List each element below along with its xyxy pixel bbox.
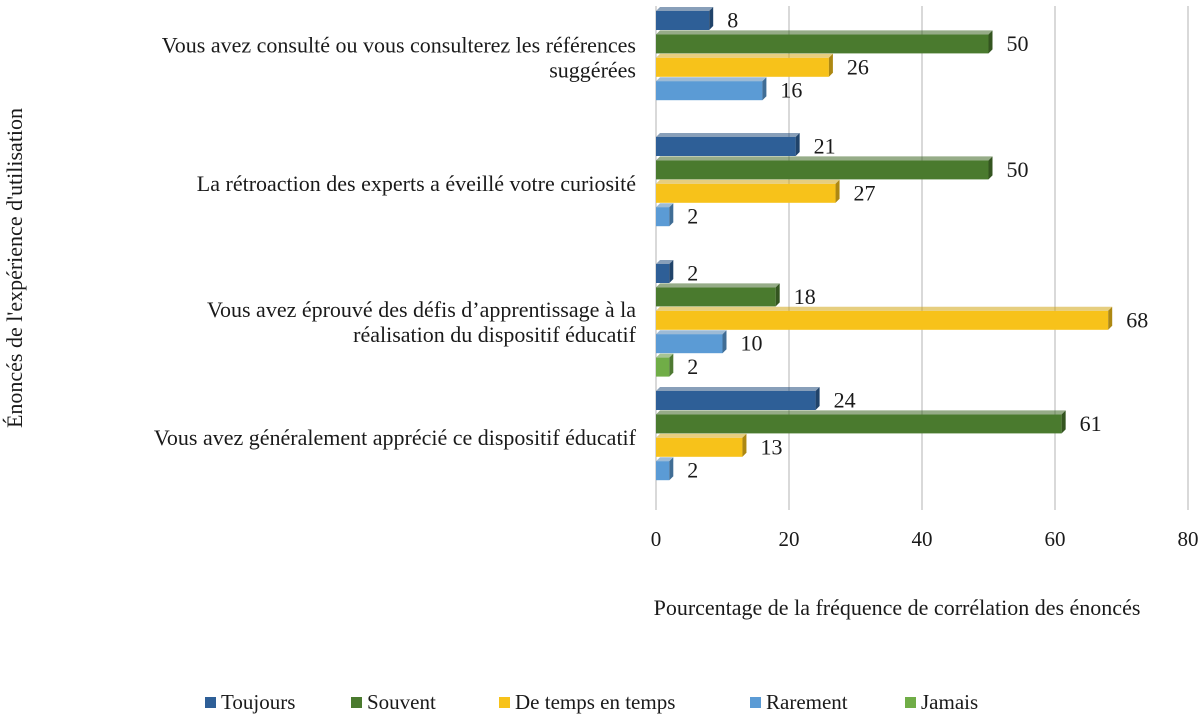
- bar-side-face: [775, 283, 780, 307]
- bar-jamais: [656, 357, 670, 377]
- bar-souvent: [656, 34, 989, 54]
- bar-top-face: [656, 7, 714, 11]
- bar-top-face: [656, 53, 833, 58]
- bar-side-face: [1061, 410, 1066, 434]
- bar-de-temps-en-temps: [656, 183, 836, 203]
- category-label: Vous avez consulté ou vous consulterez l…: [162, 32, 636, 57]
- bar-de-temps-en-temps: [656, 310, 1109, 330]
- bar-top-face: [656, 133, 800, 137]
- bar-side-face: [828, 53, 833, 77]
- x-tick-label: 20: [779, 527, 800, 551]
- bar-top-face: [656, 179, 840, 184]
- bar-rarement: [656, 81, 763, 101]
- category-label: réalisation du dispositif éducatif: [353, 322, 637, 347]
- data-label: 2: [687, 204, 698, 229]
- bars-group: 8 50 26 16 21 50 27 2 2 18 68 10 2 24 61 13 2: [656, 7, 1148, 483]
- x-tick-label: 80: [1178, 527, 1199, 551]
- bar-side-face: [709, 7, 714, 30]
- x-axis-title: Pourcentage de la fréquence de corrélati…: [654, 595, 1141, 620]
- x-tick-labels: 0 20 40 60 80: [651, 527, 1199, 551]
- bar-top-face: [656, 203, 674, 208]
- bar-top-face: [656, 457, 674, 462]
- bar-top-face: [656, 330, 727, 335]
- legend: Toujours Souvent De temps en temps Rarement…: [205, 690, 978, 714]
- bar-side-face: [762, 77, 767, 101]
- legend-entry: Rarement: [766, 690, 848, 714]
- data-label: 2: [687, 261, 698, 286]
- data-label: 50: [1007, 31, 1029, 56]
- data-label: 27: [854, 180, 876, 205]
- legend-entry: Jamais: [921, 690, 978, 714]
- bar-de-temps-en-temps: [656, 57, 829, 77]
- data-label: 68: [1126, 307, 1148, 332]
- bar-top-face: [656, 433, 747, 438]
- bar-side-face: [988, 156, 993, 180]
- bar-toujours: [656, 11, 710, 30]
- bar-rarement: [656, 334, 723, 354]
- legend-entry: Souvent: [367, 690, 436, 714]
- category-label: Vous avez généralement apprécié ce dispo…: [154, 425, 637, 450]
- bar-top-face: [656, 410, 1066, 415]
- bar-toujours: [656, 391, 816, 410]
- x-tick-label: 0: [651, 527, 662, 551]
- bar-side-face: [835, 179, 840, 203]
- bar-side-face: [722, 330, 727, 354]
- bar-side-face: [1108, 306, 1113, 330]
- category-labels: Vous avez consulté ou vous consulterez l…: [154, 32, 637, 450]
- legend-swatch: [205, 697, 216, 708]
- bar-top-face: [656, 77, 767, 82]
- bar-top-face: [656, 260, 674, 264]
- bar-top-face: [656, 156, 993, 161]
- bar-top-face: [656, 387, 820, 391]
- bar-side-face: [669, 203, 674, 227]
- bar-top-face: [656, 30, 993, 35]
- x-tick-label: 60: [1045, 527, 1066, 551]
- x-tick-label: 40: [912, 527, 933, 551]
- bar-souvent: [656, 287, 776, 307]
- category-label: La rétroaction des experts a éveillé vot…: [197, 171, 636, 196]
- bar-rarement: [656, 207, 670, 227]
- bar-toujours: [656, 137, 796, 156]
- data-label: 26: [847, 54, 869, 79]
- data-label: 50: [1007, 157, 1029, 182]
- data-label: 16: [780, 78, 802, 103]
- data-label: 24: [834, 388, 856, 413]
- bar-side-face: [988, 30, 993, 54]
- bar-side-face: [742, 433, 747, 457]
- legend-entry: De temps en temps: [515, 690, 675, 714]
- legend-swatch: [499, 697, 510, 708]
- bar-top-face: [656, 283, 780, 288]
- bar-side-face: [669, 457, 674, 481]
- category-label: suggérées: [549, 57, 636, 82]
- data-label: 10: [741, 331, 763, 356]
- data-label: 13: [760, 434, 782, 459]
- bar-top-face: [656, 353, 674, 358]
- legend-entry: Toujours: [221, 690, 295, 714]
- bar-toujours: [656, 264, 670, 283]
- legend-swatch: [750, 697, 761, 708]
- bar-de-temps-en-temps: [656, 437, 743, 457]
- bar-side-face: [815, 387, 820, 410]
- legend-swatch: [905, 697, 916, 708]
- data-label: 8: [727, 8, 738, 33]
- bar-side-face: [795, 133, 800, 156]
- data-label: 2: [687, 354, 698, 379]
- bar-top-face: [656, 306, 1113, 311]
- bar-souvent: [656, 160, 989, 180]
- legend-swatch: [351, 697, 362, 708]
- bar-side-face: [669, 353, 674, 377]
- bar-souvent: [656, 414, 1062, 434]
- data-label: 18: [794, 284, 816, 309]
- bar-side-face: [669, 260, 674, 283]
- data-label: 2: [687, 458, 698, 483]
- bar-rarement: [656, 461, 670, 481]
- data-label: 21: [814, 134, 836, 159]
- y-axis-title: Énoncés de l'expérience d'utilisation: [2, 108, 27, 428]
- data-label: 61: [1080, 411, 1102, 436]
- category-label: Vous avez éprouvé des défis d’apprentiss…: [207, 297, 636, 322]
